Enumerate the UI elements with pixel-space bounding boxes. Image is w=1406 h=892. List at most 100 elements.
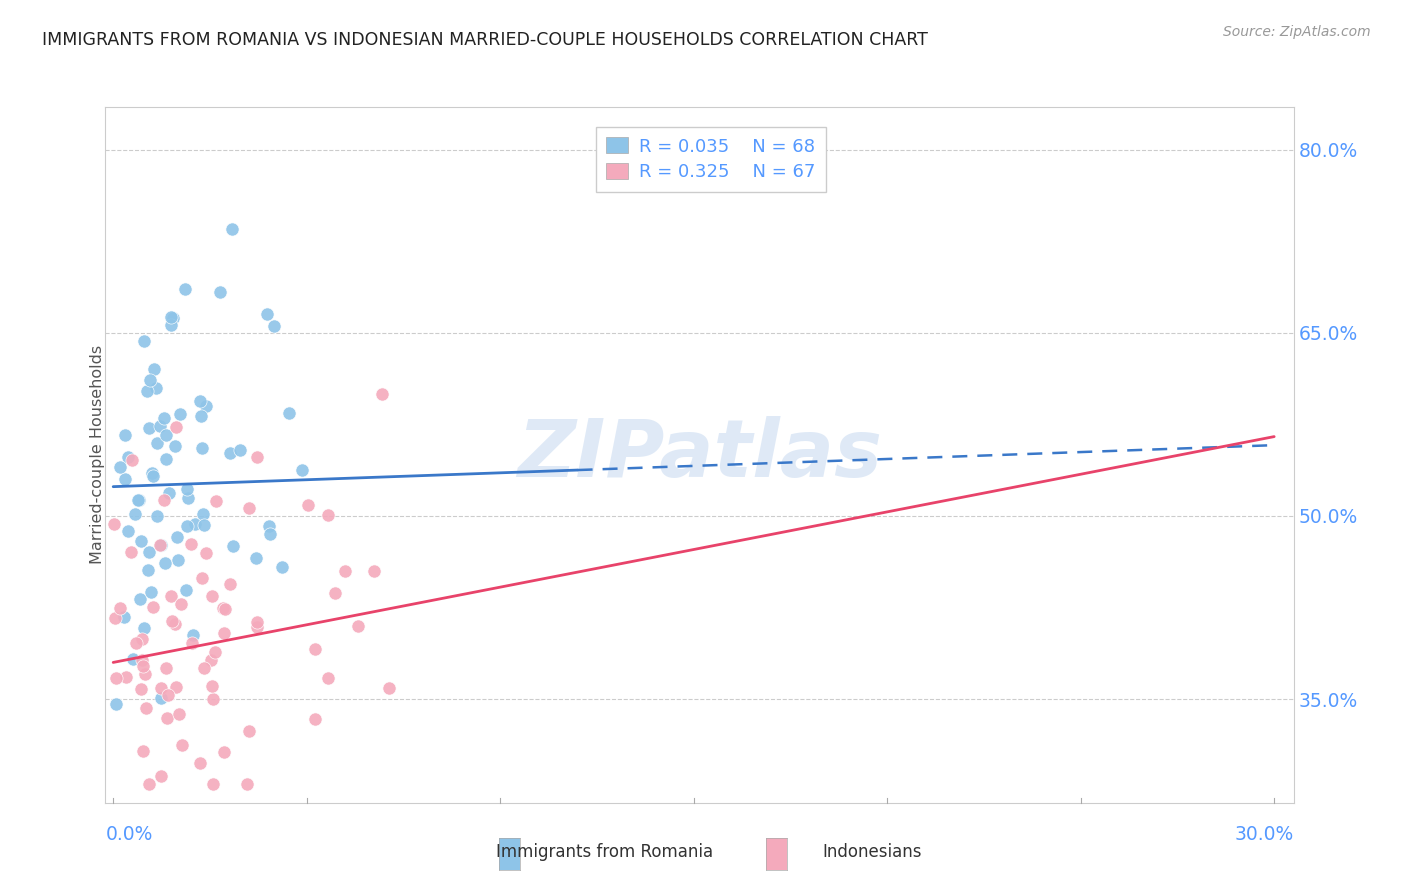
- Point: [335, 564, 357, 578]
- Point: [190, 409, 212, 423]
- Point: [263, 319, 285, 334]
- Text: 30.0%: 30.0%: [1234, 825, 1294, 844]
- Point: [149, 538, 172, 552]
- Point: [193, 508, 215, 522]
- Point: [108, 460, 131, 475]
- Point: [153, 492, 176, 507]
- Point: [259, 526, 281, 541]
- Point: [191, 571, 214, 585]
- Point: [174, 282, 197, 296]
- Point: [304, 712, 326, 726]
- Point: [160, 590, 183, 604]
- Point: [183, 627, 205, 641]
- Point: [120, 545, 142, 559]
- Point: [238, 501, 260, 516]
- Point: [149, 538, 172, 552]
- Point: [149, 681, 172, 696]
- Point: [141, 467, 163, 481]
- Point: [145, 381, 167, 395]
- Point: [172, 738, 194, 752]
- Point: [245, 615, 267, 630]
- Point: [371, 387, 394, 401]
- Point: [131, 653, 153, 667]
- Point: [128, 493, 150, 508]
- Point: [155, 661, 177, 675]
- Point: [155, 451, 177, 466]
- Point: [117, 450, 139, 464]
- Point: [169, 407, 191, 421]
- Point: [131, 632, 153, 647]
- Point: [177, 491, 200, 505]
- Point: [214, 602, 236, 616]
- Point: [135, 700, 157, 714]
- Point: [190, 393, 212, 408]
- Point: [195, 546, 218, 560]
- Point: [129, 534, 152, 549]
- Text: Immigrants from Romania: Immigrants from Romania: [496, 843, 713, 861]
- Legend: R = 0.035    N = 68, R = 0.325    N = 67: R = 0.035 N = 68, R = 0.325 N = 67: [596, 127, 827, 192]
- Point: [256, 307, 278, 321]
- Point: [156, 711, 179, 725]
- Point: [212, 601, 235, 615]
- Point: [170, 597, 193, 611]
- Point: [105, 697, 128, 711]
- Point: [221, 222, 243, 236]
- Point: [245, 550, 267, 565]
- Point: [202, 777, 225, 791]
- Point: [112, 609, 135, 624]
- Point: [304, 641, 326, 656]
- Point: [146, 436, 169, 450]
- Point: [142, 469, 165, 483]
- Point: [219, 577, 242, 591]
- Point: [121, 452, 143, 467]
- Point: [278, 406, 301, 420]
- Point: [132, 659, 155, 673]
- Point: [236, 777, 259, 791]
- Point: [143, 362, 166, 376]
- Point: [184, 517, 207, 532]
- Point: [163, 439, 186, 453]
- Point: [138, 545, 160, 559]
- Point: [180, 536, 202, 550]
- Point: [132, 744, 155, 758]
- Point: [150, 769, 173, 783]
- Point: [115, 670, 138, 684]
- Point: [155, 556, 177, 570]
- Point: [166, 530, 188, 544]
- Point: [204, 645, 226, 659]
- Point: [127, 493, 149, 508]
- Point: [160, 318, 183, 332]
- Point: [201, 679, 224, 693]
- Point: [150, 690, 173, 705]
- Point: [108, 601, 131, 615]
- Point: [114, 472, 136, 486]
- Point: [214, 745, 236, 759]
- Point: [191, 441, 214, 455]
- Point: [229, 442, 252, 457]
- Point: [136, 384, 159, 398]
- Point: [238, 724, 260, 739]
- Point: [181, 635, 204, 649]
- Point: [136, 563, 159, 577]
- Point: [259, 519, 281, 533]
- Point: [318, 671, 340, 685]
- Point: [212, 625, 235, 640]
- Point: [124, 507, 146, 521]
- Point: [157, 486, 180, 500]
- Point: [132, 334, 155, 348]
- Point: [165, 680, 187, 694]
- Point: [176, 482, 198, 496]
- Point: [163, 617, 186, 632]
- Point: [149, 418, 172, 433]
- Point: [347, 619, 370, 633]
- Point: [117, 524, 139, 539]
- Point: [188, 756, 211, 770]
- Point: [155, 428, 177, 442]
- Point: [222, 539, 245, 553]
- Point: [114, 428, 136, 442]
- Point: [325, 586, 347, 600]
- Point: [246, 619, 269, 633]
- Point: [195, 399, 218, 413]
- Text: ZIPatlas: ZIPatlas: [517, 416, 882, 494]
- Point: [138, 777, 160, 791]
